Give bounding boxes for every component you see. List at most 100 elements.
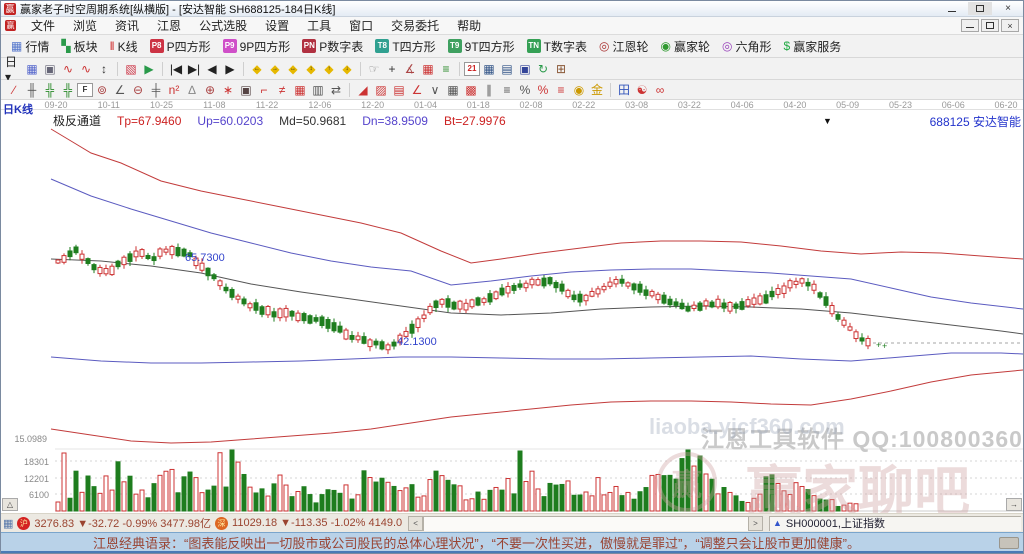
fence-icon[interactable]: ▥ [312, 82, 324, 97]
wave-icon[interactable]: ∿ [62, 61, 74, 76]
boxgrid-icon[interactable]: ▩ [465, 82, 477, 97]
resize-grip[interactable] [999, 537, 1019, 549]
shade-box-icon[interactable]: ▨ [375, 82, 387, 97]
menu-item[interactable]: 工具 [307, 19, 332, 33]
crosshair-tool-icon[interactable]: + [388, 61, 396, 76]
sz-index-quote[interactable]: 11029.18 ▼-113.35 -1.02% 4149.0 [232, 517, 403, 529]
red-grid-icon[interactable]: ▦ [422, 61, 434, 76]
scrollbar-left-arrow[interactable]: < [408, 515, 424, 531]
chart-style-icon[interactable]: ▦ [26, 61, 38, 76]
p9-square-button[interactable]: P9 9P四方形 [217, 36, 297, 57]
report-icon[interactable]: ▤ [501, 61, 513, 76]
spiral-icon[interactable]: ⊚ [96, 82, 108, 97]
scrollbar-trough[interactable] [423, 515, 748, 531]
grid-plus-icon[interactable]: 田 [617, 83, 630, 97]
diamond-vzoom-icon[interactable]: ◆ ↕ [302, 61, 320, 77]
kline-chart[interactable]: + +65.7300 42.1300 [1, 100, 1024, 513]
diamond-down-icon[interactable]: ◆ ↓ [338, 61, 356, 77]
fibonacci-icon[interactable]: F [77, 82, 93, 97]
chart-scroll-left-button[interactable]: △ [2, 498, 18, 511]
refresh-icon[interactable]: ↻ [537, 61, 549, 76]
first-bar-icon[interactable]: |◀ [169, 61, 183, 76]
note-icon[interactable]: ▣ [44, 61, 56, 76]
updown-icon[interactable]: ↕ [101, 61, 107, 76]
bands-icon[interactable]: ▤ [393, 82, 405, 97]
t9-square-button[interactable]: T9 9T四方形 [442, 36, 521, 57]
calendar-icon[interactable]: 21 [464, 61, 480, 76]
red-grid2-icon[interactable]: ▦ [294, 82, 306, 97]
photo-icon[interactable]: ▣ [240, 82, 252, 97]
save-icon[interactable]: ▣ [519, 61, 531, 76]
prev-bar-icon[interactable]: ◀ [207, 61, 217, 76]
hand-tool-icon[interactable]: ☞ [368, 61, 380, 76]
parallel-icon[interactable]: ∥ [486, 82, 492, 97]
table-icon[interactable]: ▦ [447, 82, 459, 97]
diamond-left-icon[interactable]: ◆ ← [248, 61, 266, 77]
pencil-tool-icon[interactable]: ∕ [12, 82, 15, 97]
yinyang-icon[interactable]: ☯ [636, 82, 648, 97]
circle-cross-icon[interactable]: ⊕ [204, 82, 216, 97]
vlines-icon[interactable]: ∨ [430, 82, 440, 97]
gann-hash-icon[interactable]: ╫ [27, 82, 37, 97]
extend-icon[interactable]: ⇄ [330, 82, 342, 97]
diamond-right-icon[interactable]: ◆ → [266, 61, 284, 77]
t-square-button[interactable]: T8 T四方形 [369, 36, 441, 57]
menu-item[interactable]: 资讯 [115, 19, 140, 33]
service-button[interactable]: $ 赢家服务 [778, 36, 848, 57]
child-restore-button[interactable] [981, 19, 999, 32]
quotes-button[interactable]: ▦ 行情 [5, 36, 55, 57]
current-index-panel[interactable]: ▲ SH000001,上证指数 [769, 515, 1021, 531]
infinity-icon[interactable]: ∞ [655, 82, 665, 97]
apex-icon[interactable]: ∆ [188, 82, 196, 97]
red-hash-icon[interactable]: ≠ [278, 82, 286, 97]
kline-button[interactable]: ‖ K线 [104, 36, 144, 57]
gold-circle-icon[interactable]: ◉ [573, 82, 585, 97]
levels-red-icon[interactable]: ≡ [557, 82, 565, 97]
star-icon[interactable]: ∗ [222, 82, 234, 97]
period-selector[interactable]: 日▾ [5, 55, 18, 84]
p-square-button[interactable]: P8 P四方形 [144, 36, 217, 57]
minimize-button[interactable] [940, 2, 964, 15]
t-digit-button[interactable]: TN T数字表 [521, 36, 593, 57]
trade-icon[interactable]: ⊞ [555, 61, 567, 76]
levels-icon[interactable]: ≡ [503, 82, 511, 97]
angle-measure-icon[interactable]: ∡ [404, 61, 416, 76]
diamond-hzoom-icon[interactable]: ◆ ↔ [284, 61, 302, 77]
close-button[interactable]: × [1005, 3, 1011, 14]
child-close-button[interactable]: × [1001, 19, 1019, 32]
percent-icon[interactable]: % [519, 82, 531, 97]
menu-item[interactable]: 帮助 [457, 19, 482, 33]
angle-mark-icon[interactable]: ⌐ [260, 82, 268, 97]
menu-item[interactable]: 窗口 [349, 19, 374, 33]
wave2-icon[interactable]: ∿ [80, 61, 92, 76]
menu-item[interactable]: 设置 [265, 19, 290, 33]
green-lines-icon[interactable]: ≡ [442, 61, 450, 76]
fan-icon[interactable]: ◢ [358, 82, 368, 97]
market-grid-icon[interactable]: ▦ [3, 517, 14, 530]
gann-grid-icon[interactable]: ╬ [45, 82, 55, 97]
menu-item[interactable]: 浏览 [73, 19, 98, 33]
horizontal-scrollbar[interactable]: < > [408, 515, 763, 531]
sh-index-quote[interactable]: 3276.83 ▼-32.72 -0.99% 3477.98亿 [34, 518, 212, 530]
compare-icon[interactable]: ▧ [125, 61, 137, 76]
gann-wheel-button[interactable]: ◎ 江恩轮 [593, 36, 655, 57]
winner-wheel-button[interactable]: ◉ 赢家轮 [655, 36, 717, 57]
menu-item[interactable]: 江恩 [157, 19, 182, 33]
menu-item[interactable]: 交易委托 [391, 19, 440, 33]
scrollbar-right-arrow[interactable]: > [748, 515, 763, 531]
calculator-icon[interactable]: ▦ [483, 61, 495, 76]
chart-scroll-right-button[interactable]: → [1006, 498, 1022, 511]
n2-square-icon[interactable]: n² [168, 82, 180, 97]
cycle-icon[interactable]: ⊖ [132, 82, 144, 97]
p-digit-button[interactable]: PN P数字表 [296, 36, 369, 57]
gold-tool-icon[interactable]: 金 [590, 83, 603, 97]
menu-item[interactable]: 公式选股 [199, 19, 248, 33]
gann-grid2-icon[interactable]: ╬ [63, 82, 73, 97]
next-bar-icon[interactable]: ▶ [225, 61, 235, 76]
last-bar-icon[interactable]: ▶| [187, 61, 201, 76]
chart-area[interactable]: 日K线 09-20 10-11 10-25 11-08 11-22 12-06 12-20 0… [1, 100, 1024, 524]
ruler-icon[interactable]: ∠ [114, 82, 126, 97]
sectors-button[interactable]: ▚ 板块 [55, 36, 103, 57]
child-minimize-button[interactable] [961, 19, 979, 32]
percent-red-icon[interactable]: % [537, 82, 549, 97]
